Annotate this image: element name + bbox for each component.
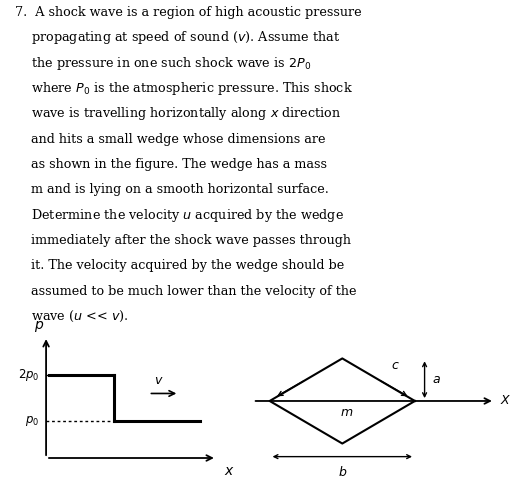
Text: as shown in the figure. The wedge has a mass: as shown in the figure. The wedge has a …: [15, 158, 327, 171]
Text: $x$: $x$: [224, 464, 234, 478]
Text: wave ($u$ << $v$).: wave ($u$ << $v$).: [15, 309, 129, 324]
Text: $b$: $b$: [337, 465, 347, 479]
Text: Determine the velocity $u$ acquired by the wedge: Determine the velocity $u$ acquired by t…: [15, 207, 344, 223]
Text: $a$: $a$: [432, 373, 441, 386]
Text: $p$: $p$: [34, 319, 45, 334]
Text: $X$: $X$: [500, 394, 511, 408]
Text: m and is lying on a smooth horizontal surface.: m and is lying on a smooth horizontal su…: [15, 183, 329, 196]
Text: immediately after the shock wave passes through: immediately after the shock wave passes …: [15, 234, 351, 247]
Text: where $P_0$ is the atmospheric pressure. This shock: where $P_0$ is the atmospheric pressure.…: [15, 80, 353, 97]
Text: it. The velocity acquired by the wedge should be: it. The velocity acquired by the wedge s…: [15, 259, 345, 272]
Text: 7.  A shock wave is a region of high acoustic pressure: 7. A shock wave is a region of high acou…: [15, 6, 362, 19]
Text: $p_0$: $p_0$: [25, 414, 39, 429]
Text: and hits a small wedge whose dimensions are: and hits a small wedge whose dimensions …: [15, 133, 326, 146]
Text: the pressure in one such shock wave is $2P_0$: the pressure in one such shock wave is $…: [15, 55, 311, 72]
Text: $m$: $m$: [340, 406, 354, 419]
Text: $2p_0$: $2p_0$: [18, 367, 39, 383]
Text: assumed to be much lower than the velocity of the: assumed to be much lower than the veloci…: [15, 284, 357, 298]
Text: $v$: $v$: [154, 374, 163, 387]
Text: $c$: $c$: [391, 358, 399, 372]
Text: wave is travelling horizontally along $x$ direction: wave is travelling horizontally along $x…: [15, 106, 342, 122]
Text: propagating at speed of sound ($v$). Assume that: propagating at speed of sound ($v$). Ass…: [15, 29, 340, 47]
